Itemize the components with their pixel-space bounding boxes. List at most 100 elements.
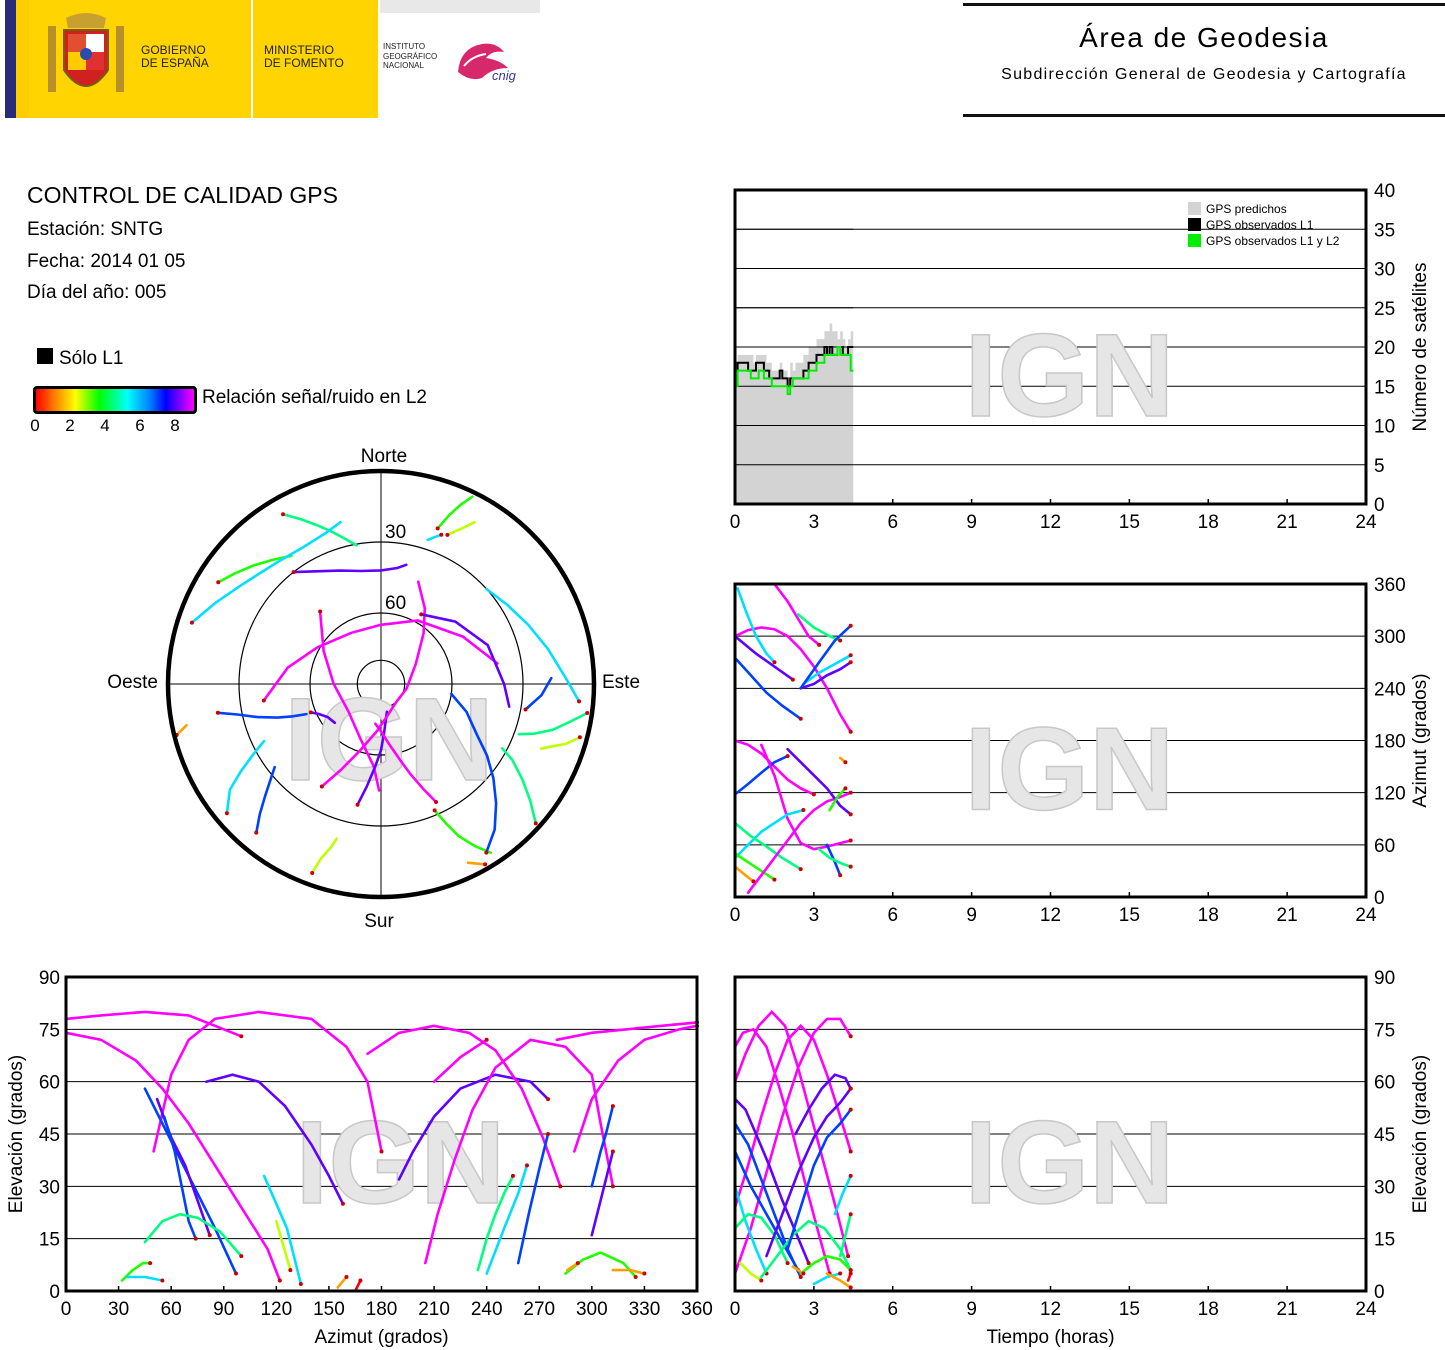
elevation-vs-time-track-end-1 [846,1254,851,1259]
azimuth-vs-time-ylabel: Azimut (grados) [1410,673,1431,807]
elevation-vs-time-track-end-14 [848,1268,853,1273]
azimuth-vs-time-ytick-4: 240 [1374,679,1406,700]
sky-ring-label-30: 30 [385,522,406,543]
elevation-vs-azimuth-track-18 [485,1164,529,1275]
elevation-vs-azimuth-ytick-left-4: 60 [39,1073,60,1094]
sky-track-20 [446,520,476,537]
sky-label-south: Sur [364,911,394,932]
snr-tick-6: 6 [135,416,145,435]
sky-track-12 [320,580,427,788]
elevation-vs-azimuth-ytick-left-5: 75 [39,1020,60,1041]
elevation-vs-time-track-15 [812,1272,842,1286]
elevation-vs-time-frame [733,975,1368,1293]
elevation-vs-azimuth-track-end-7 [239,1254,244,1259]
elevation-vs-time-xlabel: Tiempo (horas) [986,1327,1114,1348]
elevation-vs-time-track-end-9 [759,1278,764,1283]
azimuth-vs-time-track-13 [733,821,802,871]
elevation-vs-time-ytick-4: 60 [1374,1073,1395,1094]
azimuth-vs-time-xtick-3: 9 [966,905,977,926]
azimuth-vs-time-track-end-4 [817,642,822,647]
elevation-vs-time-track-end-13 [848,1086,853,1091]
satellite-count-ylabel: Número de satélites [1410,263,1431,432]
satellite-count-watermark: IGN [965,310,1175,442]
elevation-vs-time-track-11 [765,1087,852,1258]
satellite-count-xtick-6: 18 [1198,512,1219,533]
elevation-vs-azimuth-track-end-23 [575,1261,580,1266]
elevation-vs-time-track-10 [760,1219,852,1279]
azimuth-vs-time-track-end-7 [848,653,853,658]
l1-only-swatch [37,348,53,364]
sky-label-north: Norte [361,446,407,467]
sky-track-start-4 [261,698,266,703]
elevation-vs-time-ytick-3: 45 [1374,1125,1395,1146]
elevation-vs-azimuth-track-end-6 [193,1236,198,1241]
series-gps-observed-l1-l2 [735,346,854,396]
azimuth-vs-time-track-end-21 [843,760,848,765]
ministry-text: MINISTERIO DE FOMENTO [264,43,344,70]
elevation-vs-azimuth-track-end-21 [610,1149,615,1154]
l1-only-label: Sólo L1 [59,348,124,369]
header-bottom-rule [963,114,1445,117]
elevation-vs-time-track-end-18 [848,1212,853,1217]
elevation-vs-azimuth-track-end-13 [546,1097,551,1102]
elevation-vs-azimuth-track-end-2 [379,1149,384,1154]
azimuth-vs-time-track-18 [817,847,852,868]
elevation-vs-azimuth-xtick-9: 270 [523,1299,555,1320]
sky-track-15 [466,861,487,866]
azimuth-vs-time-track-2 [733,656,802,721]
sky-track-start-5 [224,811,229,816]
azimuth-vs-time-watermark: IGN [965,703,1175,835]
azimuth-vs-time-track-end-5 [838,638,843,643]
elevation-vs-azimuth-frame [64,975,699,1293]
elevation-vs-azimuth-track-end-24 [642,1271,647,1276]
elevation-vs-time-track-0 [733,1027,831,1275]
sky-track-start-14 [434,799,439,804]
elevation-vs-azimuth-ylabel-left: Elevación (grados) [6,1055,27,1213]
elevation-vs-azimuth-ytick-left-3: 45 [39,1125,60,1146]
elevation-vs-time-track-end-12 [848,1107,853,1112]
sky-track-start-8 [308,710,313,715]
elevation-vs-time-track-17 [833,1174,852,1216]
sky-track-start-17 [577,735,582,740]
elevation-vs-azimuth-track-14 [424,1038,615,1265]
elevation-vs-time-xtick-6: 18 [1198,1299,1219,1320]
satellite-count-ytick-3: 15 [1374,377,1395,398]
satellite-count-xtick-3: 9 [966,512,977,533]
sky-track-22 [500,747,538,825]
elevation-vs-time-ytick-2: 30 [1374,1177,1395,1198]
snr-colorbar [33,386,197,414]
elevation-vs-time-track-1 [733,1010,850,1258]
header-right: Área de Geodesia Subdirección General de… [963,0,1445,118]
elevation-vs-time-track-13 [794,1073,852,1136]
elevation-vs-time-xtick-7: 21 [1277,1299,1298,1320]
government-banner: GOBIERNO DE ESPAÑA MINISTERIO DE FOMENTO… [0,0,540,118]
azimuth-vs-time-track-end-3 [790,677,795,682]
elevation-vs-time-track-end-17 [848,1173,853,1178]
sky-track-4 [262,619,499,702]
date-label: Fecha: 2014 01 05 [27,251,186,272]
sky-track-1 [216,554,293,584]
satellite-count-xtick-4: 12 [1040,512,1061,533]
header-top-rule [963,3,1445,6]
satellite-count-ytick-0: 0 [1374,495,1385,516]
elevation-vs-azimuth-xtick-4: 120 [260,1299,292,1320]
azimuth-vs-time-ytick-5: 300 [1374,627,1406,648]
day-of-year-label: Día del año: 005 [27,282,167,303]
satellite-count-xtick-7: 21 [1277,512,1298,533]
elevation-vs-time-watermark: IGN [965,1097,1175,1229]
elevation-vs-azimuth-xtick-10: 300 [576,1299,608,1320]
satellite-count-ytick-7: 35 [1374,220,1395,241]
sky-track-start-22 [533,821,538,826]
elevation-vs-time-track-end-3 [848,1034,853,1039]
satellite-count-ytick-4: 20 [1374,338,1395,359]
elevation-vs-time-xtick-1: 3 [809,1299,820,1320]
elevation-vs-azimuth-track-3 [204,1073,345,1206]
elevation-vs-time-ytick-5: 75 [1374,1020,1395,1041]
azimuth-vs-time-track-end-0 [848,729,853,734]
elevation-vs-azimuth-xtick-5: 150 [313,1299,345,1320]
satellite-count-ytick-2: 10 [1374,417,1395,438]
elevation-vs-azimuth-track-16 [432,1038,488,1083]
legend-swatch-0 [1188,202,1201,215]
sky-track-26 [524,676,553,711]
